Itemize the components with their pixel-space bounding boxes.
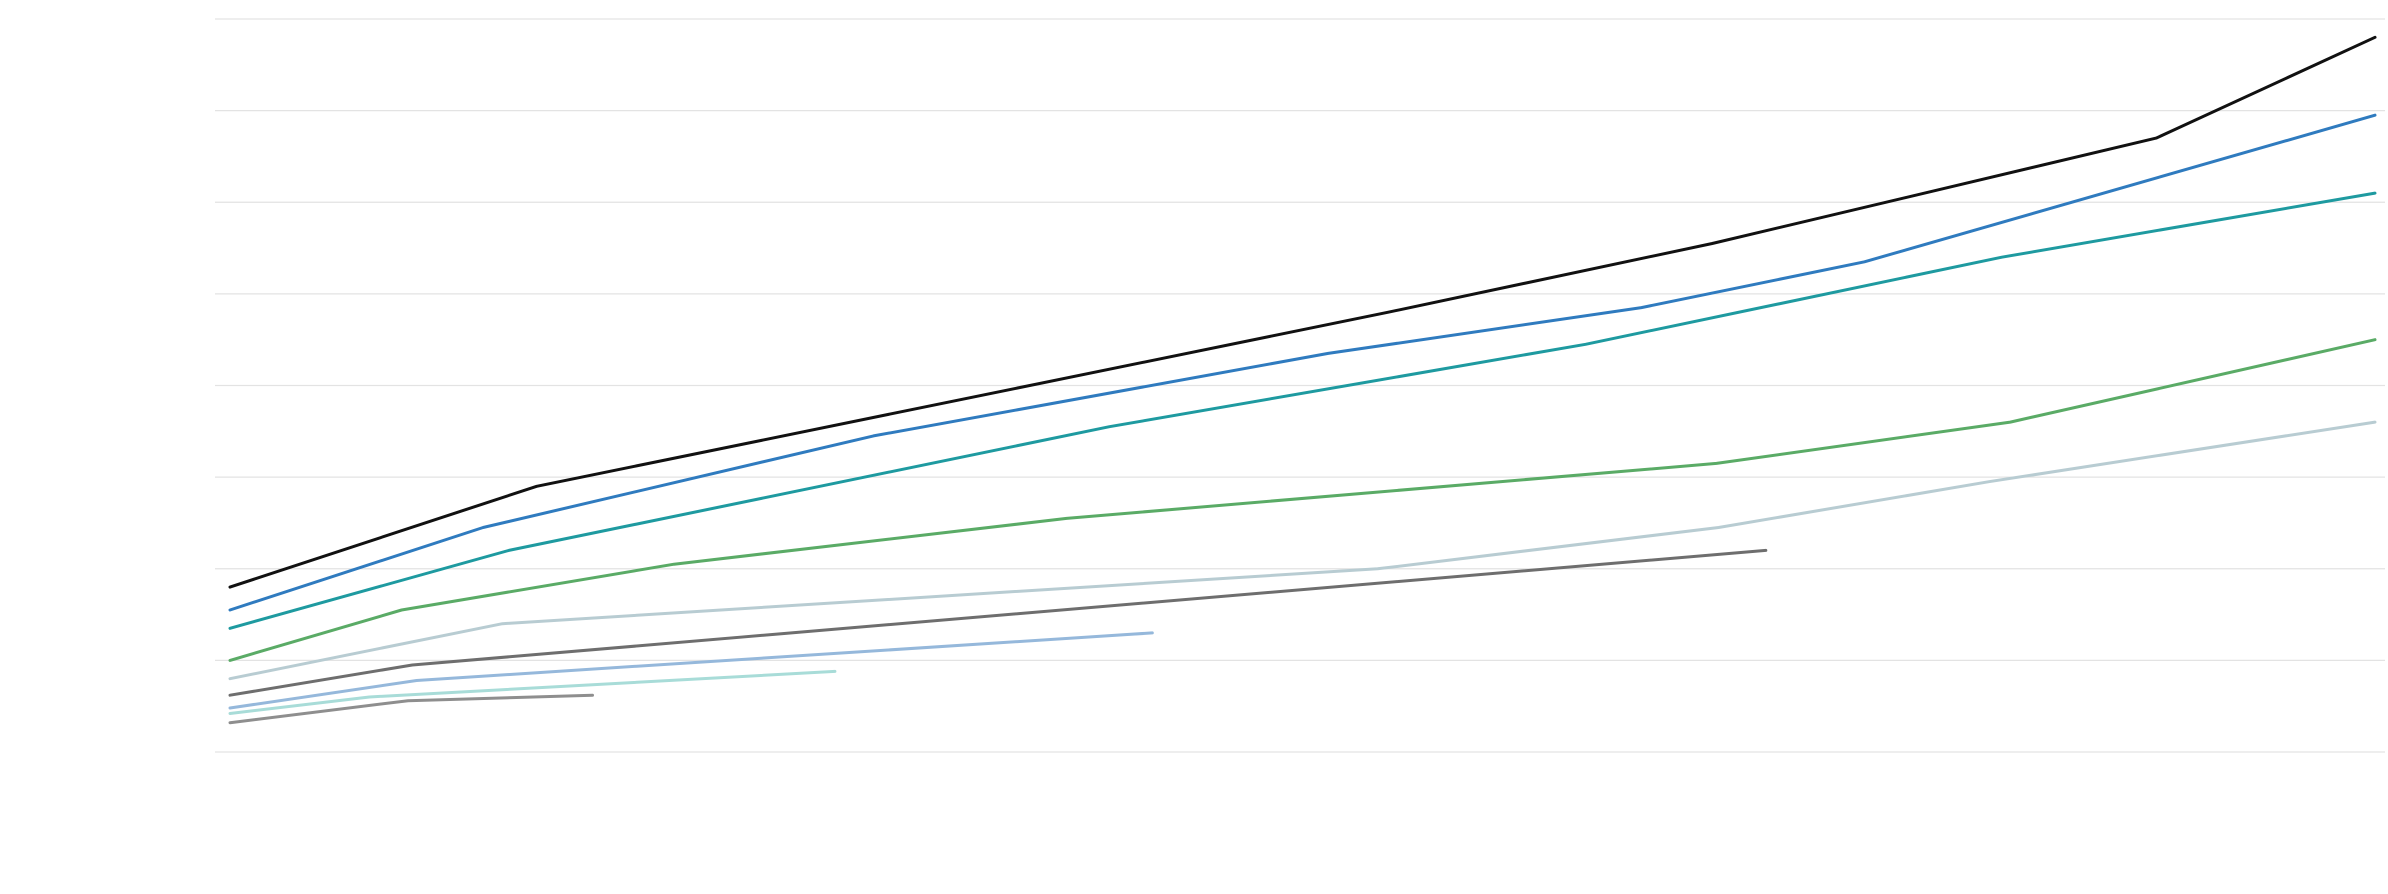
series-line-7 <box>228 631 1154 710</box>
series-line-4 <box>228 338 2377 662</box>
series-line-2 <box>228 113 2377 612</box>
series-line-9 <box>228 693 594 725</box>
series-line-3 <box>228 191 2377 630</box>
series-layer <box>228 35 2377 725</box>
series-line-6 <box>228 548 1768 697</box>
series-line-1 <box>228 35 2377 589</box>
series-line-5 <box>228 420 2377 681</box>
series-line-8 <box>228 669 837 715</box>
grid-layer <box>215 18 2385 753</box>
